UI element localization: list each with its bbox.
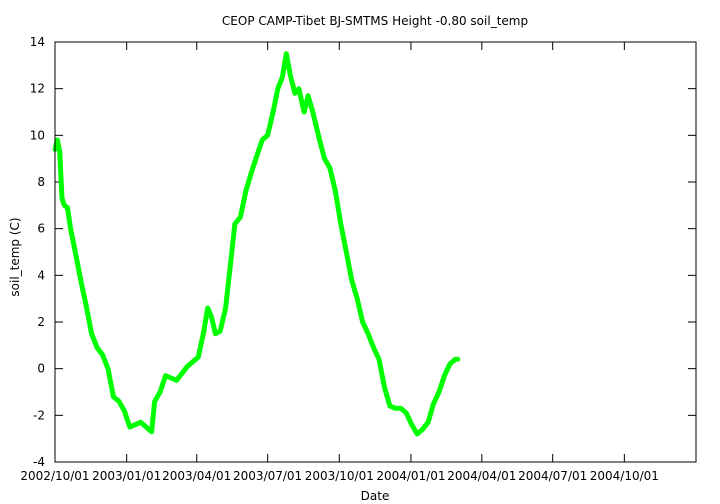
series-line: [52, 51, 461, 437]
x-tick-label: 2003/01/01: [92, 469, 161, 483]
y-tick-label: 10: [30, 128, 45, 142]
x-tick-label: 2004/04/01: [447, 469, 516, 483]
y-tick-label: 6: [37, 222, 45, 236]
x-axis-label: Date: [361, 489, 390, 503]
y-tick-label: 8: [37, 175, 45, 189]
y-tick-label: 2: [37, 315, 45, 329]
x-tick-label: 2004/01/01: [376, 469, 445, 483]
y-axis-label: soil_temp (C): [8, 217, 22, 296]
y-tick-label: -4: [33, 455, 45, 469]
y-tick-label: -2: [33, 408, 45, 422]
y-tick-label: 14: [30, 35, 45, 49]
x-tick-label: 2003/07/01: [233, 469, 302, 483]
chart-title: CEOP CAMP-Tibet BJ-SMTMS Height -0.80 so…: [222, 14, 528, 28]
y-tick-label: 12: [30, 82, 45, 96]
plot-area: [52, 51, 461, 437]
y-tick-label: 0: [37, 362, 45, 376]
x-tick-label: 2003/04/01: [162, 469, 231, 483]
x-tick-label: 2004/07/01: [518, 469, 587, 483]
x-tick-label: 2002/10/01: [20, 469, 89, 483]
y-tick-label: 4: [37, 268, 45, 282]
x-tick-label: 2004/10/01: [590, 469, 659, 483]
x-tick-label: 2003/10/01: [305, 469, 374, 483]
plot-frame: [54, 41, 697, 463]
